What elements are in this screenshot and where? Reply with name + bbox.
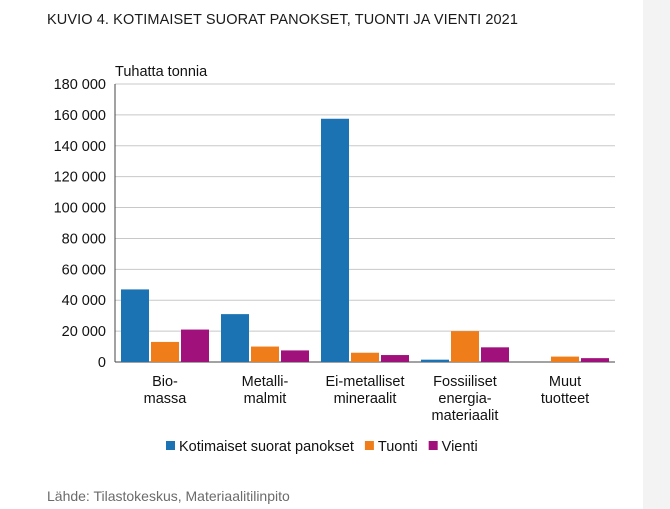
x-tick-label: massa — [144, 391, 188, 407]
x-tick-label: Fossiiliset — [433, 374, 497, 390]
bar — [451, 331, 479, 362]
bar-chart: Tuhatta tonnia 0 20 000 40 000 60 000 80 000 1… — [54, 64, 615, 455]
bar — [151, 341, 179, 362]
y-tick-label: 60 000 — [62, 262, 106, 278]
bar — [381, 355, 409, 362]
y-axis-title: Tuhatta tonnia — [115, 64, 208, 80]
y-tick-label: 80 000 — [62, 231, 106, 247]
bar — [121, 289, 149, 362]
x-tick-label: materiaalit — [432, 408, 499, 424]
y-tick-label: 160 000 — [54, 108, 106, 124]
x-tick-label: Metalli- — [242, 374, 289, 390]
source-note: Lähde: Tilastokeskus, Materiaalitilinpit… — [47, 488, 290, 504]
legend-swatch — [364, 441, 374, 450]
chart-title: KUVIO 4. KOTIMAISET SUORAT PANOKSET, TUO… — [47, 12, 518, 28]
y-tick-label: 20 000 — [62, 324, 106, 340]
y-tick-label: 0 — [98, 355, 106, 371]
x-tick-label: tuotteet — [541, 391, 589, 407]
x-tick-label: malmit — [244, 391, 287, 407]
legend-label: Tuonti — [378, 439, 418, 455]
legend-swatch — [428, 441, 438, 450]
bar — [551, 356, 579, 362]
x-tick-label: mineraalit — [334, 391, 397, 407]
bar — [351, 352, 379, 362]
y-tick-label: 120 000 — [54, 170, 106, 186]
y-tick-label: 40 000 — [62, 293, 106, 309]
x-tick-label: Bio- — [152, 374, 178, 390]
bar — [281, 350, 309, 362]
bar — [181, 329, 209, 362]
bar — [581, 358, 609, 362]
bar — [481, 347, 509, 362]
bar — [251, 346, 279, 362]
x-tick-label: energia- — [438, 391, 491, 407]
y-tick-label: 180 000 — [54, 77, 106, 93]
y-tick-label: 100 000 — [54, 201, 106, 217]
x-tick-label: Muut — [549, 374, 581, 390]
x-tick-label: Ei-metalliset — [326, 374, 405, 390]
bar — [321, 118, 349, 362]
y-tick-label: 140 000 — [54, 139, 106, 155]
legend-label: Kotimaiset suorat panokset — [179, 439, 354, 455]
legend-swatch — [166, 441, 175, 450]
bar — [221, 314, 249, 362]
chart-card: KUVIO 4. KOTIMAISET SUORAT PANOKSET, TUO… — [0, 0, 643, 509]
bar — [421, 359, 449, 362]
legend-label: Vienti — [442, 439, 478, 455]
